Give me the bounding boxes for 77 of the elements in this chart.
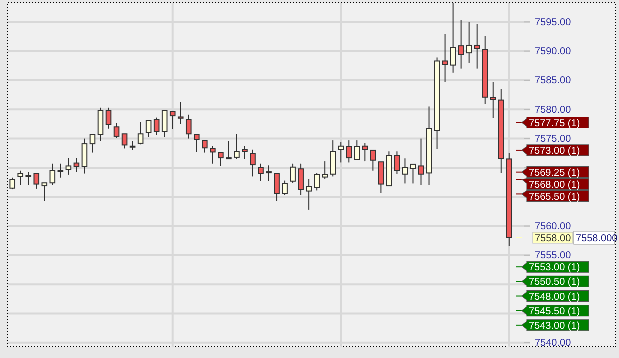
candlestick [130, 140, 136, 151]
candlestick [274, 173, 280, 202]
candlestick [98, 107, 104, 142]
candlestick [370, 150, 376, 172]
candlestick [58, 163, 64, 178]
candlestick [378, 162, 384, 194]
candlestick [242, 146, 248, 160]
candlestick [442, 34, 448, 83]
candlestick [258, 163, 264, 182]
candlestick [410, 164, 416, 184]
candlestick [34, 173, 40, 190]
candlestick [162, 110, 168, 138]
candlestick [346, 140, 352, 164]
candlestick [106, 107, 112, 130]
candlestick [234, 134, 240, 160]
y-tick-label: 7560.00 [535, 221, 572, 232]
candlestick [298, 163, 304, 196]
candlestick [138, 122, 144, 146]
candlestick [202, 140, 208, 154]
candlestick [218, 152, 224, 167]
candlestick [266, 165, 272, 182]
candlestick [466, 22, 472, 64]
candlestick [322, 161, 328, 180]
candlestick [178, 102, 184, 125]
candlestick [82, 138, 88, 174]
candlestick [90, 134, 96, 154]
ref-line-label: 7568.00 (1) [529, 180, 580, 191]
candlestick [26, 172, 32, 186]
candlestick [362, 142, 368, 162]
candlestick [450, 3, 456, 74]
candlestick [18, 170, 24, 186]
candlestick [122, 134, 128, 150]
candlestick [186, 114, 192, 140]
ref-line-label: 7565.50 (1) [529, 192, 580, 203]
candlestick [338, 142, 344, 164]
candlestick [42, 182, 48, 202]
candlestick [354, 140, 360, 161]
candlestick [10, 177, 16, 190]
candlestick [282, 180, 288, 196]
candlestick [114, 122, 120, 139]
y-tick-label: 7540.00 [535, 338, 572, 350]
ref-line-label: 7548.00 (1) [529, 292, 580, 303]
candlestick [306, 178, 312, 210]
y-tick-label: 7575.00 [535, 134, 572, 145]
candlestick [74, 158, 80, 173]
candlestick [50, 163, 56, 186]
candlestick [394, 151, 400, 175]
y-tick-label: 7590.00 [535, 46, 572, 58]
candlestick [250, 149, 256, 178]
candlestick [146, 120, 152, 138]
candlestick [226, 140, 232, 160]
y-tick-label: 7555.00 [535, 250, 572, 262]
candlestick [170, 111, 176, 130]
candlestick [458, 20, 464, 70]
candlestick [194, 134, 200, 153]
candlestick [418, 138, 424, 186]
candlestick [490, 82, 496, 119]
ref-line-label: 7553.00 (1) [529, 262, 580, 274]
text: 7558.000 [576, 233, 618, 244]
ref-line-label: 7543.00 (1) [529, 320, 580, 332]
ref-line-label: 7545.50 (1) [529, 306, 580, 318]
ref-line-label: 7558.00 [535, 233, 572, 244]
ref-line-label: 7550.50 (1) [529, 277, 580, 288]
ref-line-label: 7573.00 (1) [529, 146, 580, 157]
candlestick [290, 163, 296, 184]
candlestick [402, 158, 408, 184]
y-tick-label: 7580.00 [535, 104, 572, 116]
y-tick-label: 7585.00 [535, 76, 572, 87]
candlestick [210, 146, 216, 164]
candlestick [66, 158, 72, 176]
candlestick [330, 140, 336, 178]
candlestick [154, 117, 160, 136]
y-tick-label: 7595.00 [535, 17, 572, 28]
ref-line-label: 7577.75 (1) [529, 118, 580, 130]
ref-line-label: 7569.25 (1) [529, 168, 580, 179]
candlestick [314, 172, 320, 192]
candlestick [474, 24, 480, 70]
